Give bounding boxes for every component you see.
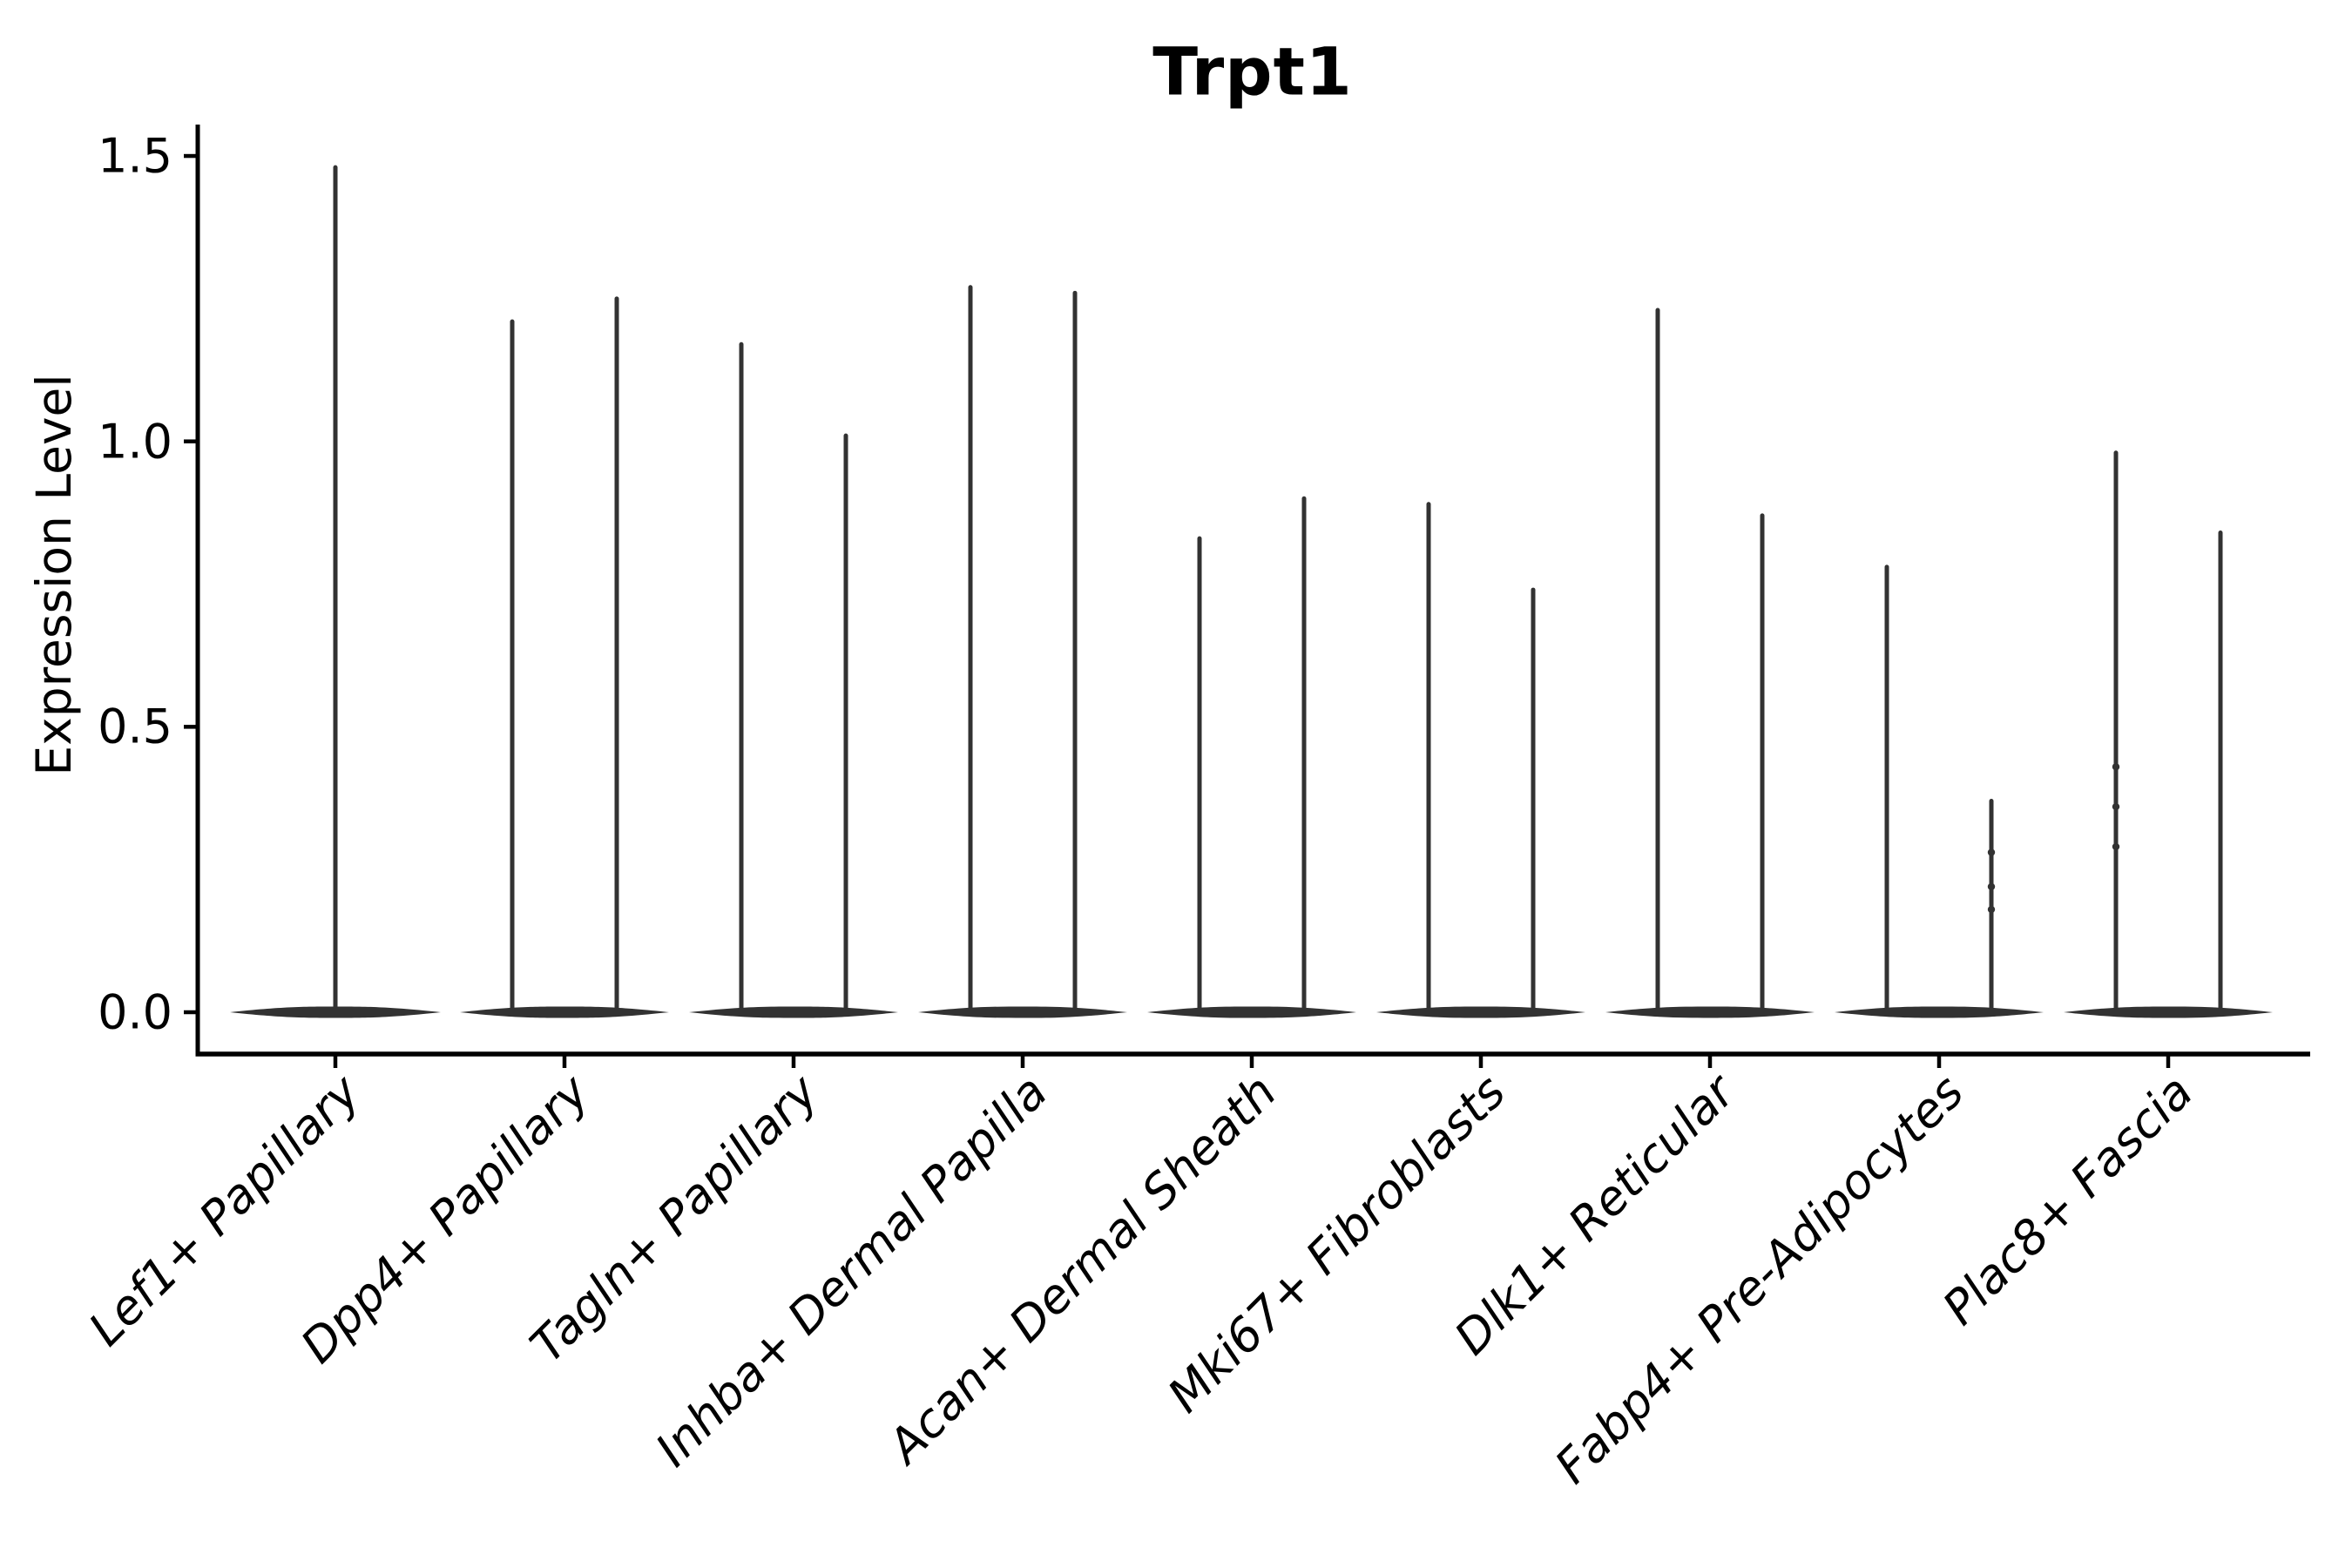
expression-point — [2112, 842, 2120, 851]
y-tick-label-text: 1.0 — [98, 414, 172, 470]
y-axis-label: Expression Level — [26, 374, 82, 776]
y-tick-label-text: 0.0 — [98, 984, 172, 1040]
violin-base-lens — [1605, 1006, 1815, 1018]
expression-point — [1987, 882, 1996, 891]
y-tick-label-text: 1.5 — [98, 128, 172, 184]
expression-point — [1987, 905, 1996, 914]
violin-base-lens — [689, 1006, 898, 1018]
expression-point — [1987, 848, 1996, 856]
violin-base-lens — [460, 1006, 669, 1018]
violin-base-lens — [918, 1006, 1127, 1018]
y-tick-label-text: 0.5 — [98, 699, 172, 754]
expression-point — [2112, 802, 2120, 811]
chart-title: Trpt1 — [1152, 32, 1353, 111]
violin-base-lens — [1376, 1006, 1585, 1018]
expression-point — [2112, 763, 2120, 771]
violin-base-lens — [1147, 1006, 1356, 1018]
violin-base-lens — [1835, 1006, 2044, 1018]
violin-base-lens — [2064, 1006, 2273, 1018]
